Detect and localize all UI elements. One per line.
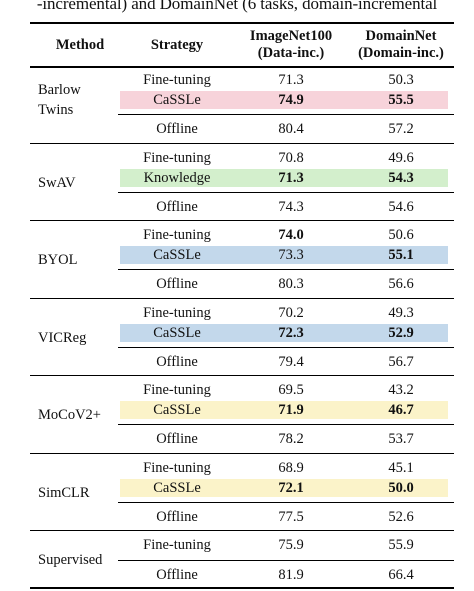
row-highlight [120, 400, 448, 419]
imagenet100-value: 70.8 [278, 150, 304, 166]
header-strategy: Strategy [150, 37, 204, 53]
group-separator [30, 220, 454, 221]
row-highlight [120, 478, 448, 497]
header-method: Method [55, 37, 105, 53]
domainnet-value: 57.2 [388, 121, 414, 137]
strategy-separator [118, 502, 454, 503]
strategy-cell: Offline [156, 566, 198, 583]
imagenet100-value: 71.3 [278, 169, 304, 186]
imagenet100-value: 71.3 [278, 72, 304, 88]
domainnet-value: 52.9 [388, 324, 414, 341]
domainnet-value: 49.3 [388, 305, 414, 321]
strategy-cell: CaSSLe [153, 479, 201, 496]
imagenet100-value: 69.5 [278, 382, 304, 398]
method-label: Barlow [38, 82, 81, 98]
strategy-cell: Knowledge [143, 169, 211, 186]
strategy-cell: Offline [156, 121, 198, 137]
strategy-cell: Offline [156, 199, 198, 215]
imagenet100-value: 73.3 [278, 246, 304, 263]
strategy-separator [118, 192, 454, 193]
domainnet-value: 43.2 [388, 382, 414, 398]
strategy-cell: Fine-tuning [143, 305, 211, 321]
imagenet100-value: 72.1 [278, 479, 304, 496]
imagenet100-value: 81.9 [278, 566, 304, 583]
strategy-cell: Offline [156, 276, 198, 292]
method-label: Twins [38, 102, 74, 118]
domainnet-value: 45.1 [388, 460, 414, 476]
domainnet-value: 56.7 [388, 354, 414, 370]
imagenet100-value: 75.9 [278, 537, 304, 553]
row-highlight [120, 168, 448, 187]
domainnet-value: 53.7 [388, 431, 414, 447]
method-label: SwAV [38, 174, 76, 191]
strategy-cell: Fine-tuning [143, 150, 211, 166]
domainnet-value: 50.3 [388, 72, 414, 88]
method-label: MoCoV2+ [38, 406, 101, 423]
group-separator [30, 530, 454, 531]
imagenet100-value: 77.5 [278, 509, 304, 525]
group-separator [30, 298, 454, 299]
domainnet-value: 50.6 [388, 227, 414, 243]
strategy-separator [118, 424, 454, 425]
header-rule [30, 66, 454, 68]
table-caption: -incremental) and DomainNet (6 tasks, do… [36, 0, 438, 13]
strategy-cell: Offline [156, 509, 198, 525]
strategy-cell: Fine-tuning [143, 227, 211, 243]
strategy-cell: Fine-tuning [143, 460, 211, 476]
strategy-cell: Fine-tuning [143, 382, 211, 398]
domainnet-value: 56.6 [388, 276, 414, 292]
imagenet100-value: 74.3 [278, 199, 304, 215]
strategy-cell: CaSSLe [153, 401, 201, 418]
domainnet-value: 55.5 [388, 91, 414, 108]
imagenet100-value: 68.9 [278, 460, 304, 476]
strategy-separator [118, 559, 454, 561]
strategy-cell: CaSSLe [153, 91, 201, 108]
imagenet100-value: 74.0 [278, 227, 304, 243]
domainnet-value: 55.9 [388, 537, 414, 553]
imagenet100-value: 78.2 [278, 431, 304, 447]
strategy-separator [118, 114, 454, 115]
row-highlight [120, 323, 448, 342]
top-rule [30, 22, 454, 24]
imagenet100-value: 74.9 [278, 91, 304, 108]
imagenet100-value: 80.3 [278, 276, 304, 292]
strategy-cell: Fine-tuning [143, 537, 211, 553]
strategy-cell: Fine-tuning [143, 72, 211, 88]
domainnet-value: 50.0 [388, 479, 414, 496]
bottom-rule [30, 587, 454, 589]
imagenet100-value: 79.4 [278, 354, 304, 370]
header-imagenet100-sub: (Data-inc.) [257, 45, 325, 61]
group-separator [30, 375, 454, 376]
imagenet100-value: 71.9 [278, 401, 304, 418]
row-highlight [120, 245, 448, 264]
imagenet100-value: 72.3 [278, 324, 304, 341]
header-imagenet100: ImageNet100 [249, 28, 333, 44]
method-label: Supervised [38, 551, 103, 568]
header-domainnet: DomainNet [365, 28, 437, 44]
strategy-separator [118, 269, 454, 270]
strategy-cell: Offline [156, 354, 198, 370]
strategy-cell: CaSSLe [153, 324, 201, 341]
domainnet-value: 49.6 [388, 150, 414, 166]
method-label: SimCLR [38, 484, 90, 501]
domainnet-value: 46.7 [388, 401, 414, 418]
domainnet-value: 54.3 [388, 169, 414, 186]
domainnet-value: 66.4 [388, 566, 414, 583]
method-label: BYOL [38, 251, 78, 268]
method-label: VICReg [38, 329, 87, 346]
domainnet-value: 52.6 [388, 509, 414, 525]
imagenet100-value: 80.4 [278, 121, 304, 137]
domainnet-value: 55.1 [388, 246, 414, 263]
strategy-cell: Offline [156, 431, 198, 447]
group-separator [30, 453, 454, 454]
strategy-separator [118, 347, 454, 348]
domainnet-value: 54.6 [388, 199, 414, 215]
header-domainnet-sub: (Domain-inc.) [358, 45, 444, 61]
row-highlight [120, 90, 448, 109]
strategy-cell: CaSSLe [153, 246, 201, 263]
group-separator [30, 143, 454, 144]
imagenet100-value: 70.2 [278, 305, 304, 321]
